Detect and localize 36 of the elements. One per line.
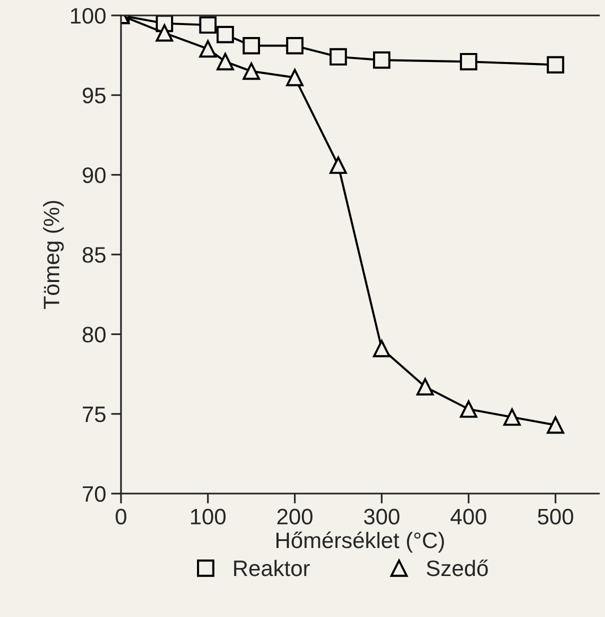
point xyxy=(286,37,304,54)
x-axis-title: Hőmérséklet (°C) xyxy=(276,532,444,553)
x-tick-label: 200 xyxy=(277,508,312,525)
point xyxy=(373,340,390,358)
point xyxy=(199,16,217,34)
x-tick-label: 500 xyxy=(538,508,574,525)
point xyxy=(286,68,304,86)
point xyxy=(216,26,234,44)
point xyxy=(156,24,174,42)
point xyxy=(330,48,347,66)
y-tick-label: 80 xyxy=(82,326,106,342)
y-tick-label: 70 xyxy=(82,486,106,502)
point xyxy=(416,378,434,396)
legend-label: Szedő xyxy=(426,560,488,576)
x-tick-label: 400 xyxy=(450,508,486,525)
point xyxy=(546,56,564,74)
point xyxy=(503,408,521,426)
y-axis-title: Tömeg (%) xyxy=(43,200,64,309)
point xyxy=(216,52,234,70)
x-tick-label: 300 xyxy=(364,508,400,525)
y-tick-label: 85 xyxy=(82,247,106,263)
y-tick-label: 95 xyxy=(82,88,106,104)
legend-label: Reaktor xyxy=(234,560,310,576)
point xyxy=(373,51,390,69)
x-tick-label: 100 xyxy=(191,508,226,525)
y-tick-label: 90 xyxy=(82,167,106,184)
point xyxy=(460,52,478,70)
point xyxy=(546,416,564,434)
point xyxy=(199,40,217,58)
x-tick-label: 0 xyxy=(116,508,126,525)
point xyxy=(242,62,260,80)
point xyxy=(460,400,478,418)
point xyxy=(242,37,260,54)
point xyxy=(330,156,347,174)
y-tick-label: 100 xyxy=(71,8,106,24)
y-tick-label: 75 xyxy=(82,406,106,422)
